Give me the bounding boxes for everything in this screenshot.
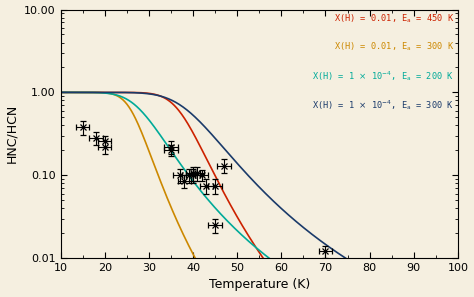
Text: X(H) = 1 $\times$ 10$^{-4}$, E$_\mathregular{a}$ = 300 K: X(H) = 1 $\times$ 10$^{-4}$, E$_\mathreg… (312, 98, 454, 112)
Text: X(H) = 0.01, E$_\mathregular{a}$ = 300 K: X(H) = 0.01, E$_\mathregular{a}$ = 300 K (334, 41, 454, 53)
X-axis label: Temperature (K): Temperature (K) (209, 279, 310, 291)
Y-axis label: HNC/HCN: HNC/HCN (6, 104, 18, 163)
Text: X(H) = 0.01, E$_\mathregular{a}$ = 450 K: X(H) = 0.01, E$_\mathregular{a}$ = 450 K (334, 12, 454, 25)
Text: X(H) = 1 $\times$ 10$^{-4}$, E$_\mathregular{a}$ = 200 K: X(H) = 1 $\times$ 10$^{-4}$, E$_\mathreg… (312, 69, 454, 83)
